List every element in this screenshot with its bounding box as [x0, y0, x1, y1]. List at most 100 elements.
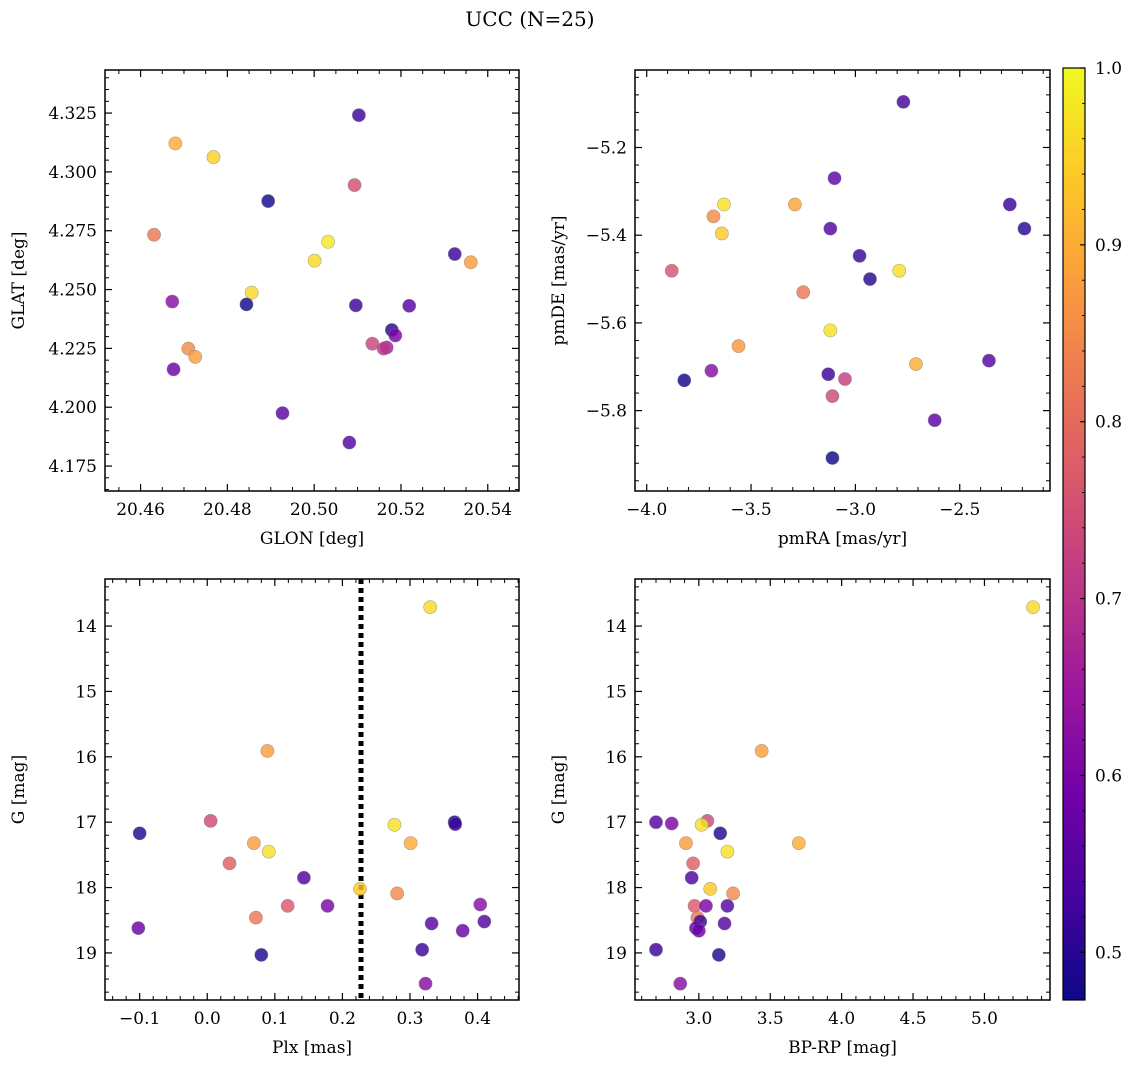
scatter-point	[711, 947, 726, 962]
x-tick-label: 0.0	[194, 1009, 221, 1029]
y-tick-label: −5.2	[586, 138, 627, 158]
figure-title: UCC (N=25)	[465, 7, 594, 31]
x-axis-label: Plx [mas]	[272, 1038, 352, 1058]
scatter-point	[720, 844, 735, 859]
scatter-point	[244, 285, 259, 300]
scatter-point	[296, 870, 311, 885]
scatter-point	[892, 263, 907, 278]
y-axis-label: pmDE [mas/yr]	[549, 215, 569, 345]
scatter-point	[260, 744, 275, 758]
y-tick-label: 4.225	[48, 339, 97, 359]
scatter-point	[351, 108, 366, 123]
y-axis-label: G [mag]	[9, 755, 29, 824]
colorbar-tick-label: 0.5	[1095, 943, 1122, 963]
colorbar-tick-label: 0.7	[1095, 590, 1122, 610]
colorbar-gradient	[1062, 67, 1086, 1001]
scatter-point	[249, 910, 263, 925]
scatter-point	[348, 298, 363, 313]
y-tick-label: 4.175	[48, 457, 97, 477]
axes-frame	[104, 578, 520, 1001]
panel-plx-g: −0.1 0.0 0.1 0.2 0.3 0.4 14 15 16 17 18 19 Plx [mas]…	[9, 578, 520, 1058]
scatter-point	[353, 881, 367, 896]
scatter-point	[448, 817, 463, 832]
scatter-point	[909, 357, 923, 372]
scatter-point	[677, 373, 692, 388]
scatter-point	[649, 942, 663, 957]
scatter-point	[713, 826, 728, 841]
scatter-point	[376, 341, 391, 356]
x-tick-label: 20.52	[377, 500, 426, 520]
scatter-point	[791, 836, 806, 851]
scatter-point	[863, 272, 877, 286]
y-tick-label: 4.200	[48, 398, 97, 418]
scatter-point	[982, 353, 996, 368]
y-tick-label: 15	[605, 682, 627, 702]
x-tick-label: −3.5	[730, 500, 771, 520]
scatter-point	[418, 976, 433, 991]
x-tick-label: 20.54	[463, 500, 512, 520]
scatter-point	[699, 898, 713, 913]
y-axis-label: G [mag]	[549, 755, 569, 824]
scatter-point	[706, 209, 721, 224]
y-tick-label: 4.250	[48, 281, 97, 301]
scatter-point	[254, 947, 269, 962]
scatter-point	[649, 815, 663, 830]
scatter-point	[320, 898, 335, 913]
y-tick-label: 4.325	[48, 104, 97, 124]
y-tick-label: −5.8	[586, 402, 627, 422]
scatter-point	[132, 826, 147, 841]
scatter-point	[403, 836, 418, 851]
x-tick-label: 20.48	[203, 500, 252, 520]
x-tick-label: 20.50	[290, 500, 339, 520]
y-tick-label: 16	[75, 748, 97, 768]
y-tick-label: 16	[605, 748, 627, 768]
y-tick-label: 19	[605, 944, 627, 964]
scatter-point	[823, 221, 838, 236]
x-tick-label: 0.3	[396, 1009, 423, 1029]
y-tick-label: 4.275	[48, 222, 97, 242]
scatter-point	[852, 248, 867, 263]
x-axis-label: GLON [deg]	[260, 529, 364, 549]
scatter-point	[927, 413, 942, 428]
x-tick-label: 4.5	[900, 1009, 927, 1029]
scatter-point	[694, 817, 709, 832]
scatter-point	[896, 94, 911, 109]
scatter-point	[463, 255, 478, 270]
scatter-point	[1026, 600, 1040, 615]
panel-glon-glat: 20.46 20.48 20.50 20.52 20.54 4.175 4.200 4.225…	[9, 69, 520, 549]
scatter-point	[424, 916, 439, 931]
axes-frame	[104, 69, 520, 492]
scatter-point	[261, 844, 276, 859]
y-tick-label: 14	[75, 617, 97, 637]
axes-frame	[634, 578, 1051, 1001]
x-tick-label: 0.2	[329, 1009, 356, 1029]
scatter-point	[423, 600, 438, 615]
scatter-point	[321, 234, 335, 249]
panel-bprp-g: 3.0 3.5 4.0 4.5 5.0 14 15 16 17 18 19 BP-RP [mag] G …	[549, 578, 1051, 1058]
colorbar-tick-label: 0.8	[1095, 413, 1122, 433]
scatter-point	[188, 349, 203, 364]
scatter-point	[342, 435, 357, 450]
scatter-point	[679, 836, 693, 851]
y-tick-label: 19	[75, 944, 97, 964]
scatter-point	[686, 856, 701, 871]
scatter-point	[664, 816, 679, 831]
x-tick-label: 5.0	[971, 1009, 998, 1029]
axes-frame	[634, 69, 1051, 492]
scatter-point	[246, 836, 261, 851]
scatter-point	[821, 367, 836, 382]
scatter-point	[477, 914, 492, 929]
x-axis-label: pmRA [mas/yr]	[778, 529, 907, 549]
scatter-point	[166, 362, 181, 377]
scatter-point	[168, 136, 183, 151]
scatter-point	[455, 923, 470, 938]
scatter-point	[347, 178, 362, 192]
x-tick-label: 4.0	[828, 1009, 855, 1029]
scatter-point	[206, 150, 221, 164]
scatter-point	[415, 942, 430, 957]
panel-pmra-pmde: −4.0 −3.5 −3.0 −2.5 −5.8 −5.6 −5.4 −5.2 pmRA [ma…	[549, 69, 1051, 549]
x-tick-label: 20.46	[116, 500, 165, 520]
scatter-point	[691, 923, 706, 938]
y-tick-label: 15	[75, 682, 97, 702]
